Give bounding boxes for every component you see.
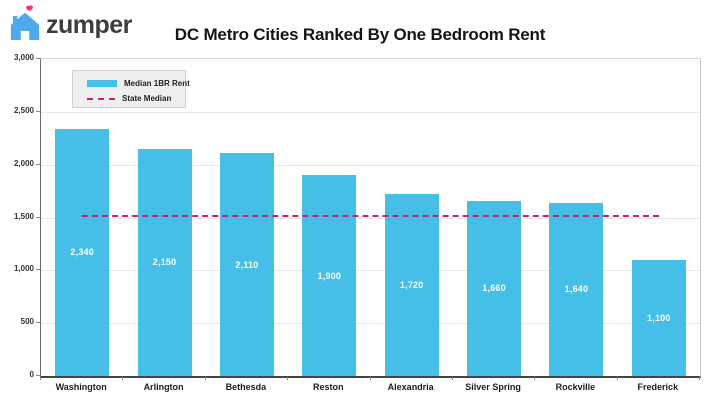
x-tick-mark	[451, 377, 453, 380]
y-tick-label: 0	[29, 370, 34, 379]
legend-label-median-1br: Median 1BR Rent	[124, 79, 190, 88]
chart-title: DC Metro Cities Ranked By One Bedroom Re…	[174, 25, 546, 44]
x-tick-mark	[122, 377, 124, 380]
logo-wordmark: zumper	[46, 10, 132, 39]
x-tick-mark	[287, 377, 289, 380]
y-tick-mark	[36, 110, 40, 112]
bar-frederick: 1,100	[631, 259, 686, 376]
legend-item-median-1br: Median 1BR Rent	[87, 77, 190, 90]
bar-value-label: 2,110	[235, 259, 259, 270]
x-axis-label: Reston	[313, 382, 344, 392]
y-tick-mark	[36, 163, 40, 165]
bar-value-label: 1,720	[399, 280, 424, 291]
x-axis-label: Alexandria	[387, 382, 434, 392]
heart-icon	[26, 5, 33, 12]
house-shape	[10, 12, 40, 40]
gridline-2500	[41, 111, 700, 113]
y-tick-mark	[36, 216, 40, 218]
x-axis-label: Arlington	[143, 382, 184, 392]
bar-alexandria: 1,720	[384, 194, 439, 376]
bar-rockville: 1,640	[549, 202, 604, 376]
y-tick-label: 500	[20, 317, 34, 327]
zumper-house-icon	[10, 5, 40, 40]
bar-value-label: 1,640	[564, 284, 589, 295]
gridline-1000	[41, 270, 700, 272]
y-tick-mark	[36, 375, 40, 376]
y-tick-label: 1,000	[13, 264, 34, 274]
bar-value-label: 1,100	[647, 312, 671, 323]
gridline-1500	[41, 217, 700, 219]
zumper-logo: zumper	[8, 4, 132, 42]
y-tick-label: 2,000	[13, 158, 34, 168]
x-axis-label: Silver Spring	[465, 382, 521, 392]
bar-reston: 1,900	[302, 175, 357, 376]
legend-label-state-median: State Median	[122, 94, 172, 103]
plot-area: 2,340 2,150 2,110 1,900 1,720 1,660 1,640 1,100	[40, 58, 701, 378]
y-tick-label: 2,500	[13, 105, 34, 115]
y-tick-label: 3,000	[13, 53, 34, 62]
state-median-line	[82, 214, 659, 217]
legend-item-state-median: State Median	[87, 92, 185, 105]
x-axis-label: Washington	[55, 382, 107, 392]
x-axis-label: Rockville	[555, 382, 596, 392]
state-median-dash-swatch	[87, 97, 115, 100]
y-tick-mark	[36, 322, 40, 324]
x-axis-label: Bethesda	[225, 382, 267, 392]
gridline-2000	[41, 164, 700, 166]
y-tick-mark	[36, 58, 40, 59]
bar-value-label: 2,340	[70, 247, 94, 258]
y-tick-mark	[36, 269, 40, 271]
bar-value-label: 1,660	[482, 283, 506, 294]
x-axis-label: Frederick	[637, 382, 679, 392]
bar-arlington: 2,150	[137, 148, 192, 376]
y-tick-label: 1,500	[13, 211, 34, 221]
x-tick-mark	[616, 377, 618, 380]
chart-legend: Median 1BR Rent State Median	[72, 70, 190, 108]
bar-series-swatch	[87, 80, 117, 87]
bar-bethesda: 2,110	[219, 153, 274, 376]
x-tick-mark	[40, 377, 41, 380]
x-tick-mark	[204, 377, 206, 380]
bar-value-label: 1,900	[317, 270, 342, 281]
x-tick-mark	[369, 377, 371, 380]
bar-washington: 2,340	[55, 128, 110, 376]
bar-value-label: 2,150	[152, 257, 177, 268]
gridline-500	[41, 323, 700, 325]
x-tick-mark	[699, 377, 700, 380]
x-tick-mark	[534, 377, 536, 380]
bar-silver-spring: 1,660	[467, 200, 522, 376]
chimney-shape	[12, 15, 18, 24]
